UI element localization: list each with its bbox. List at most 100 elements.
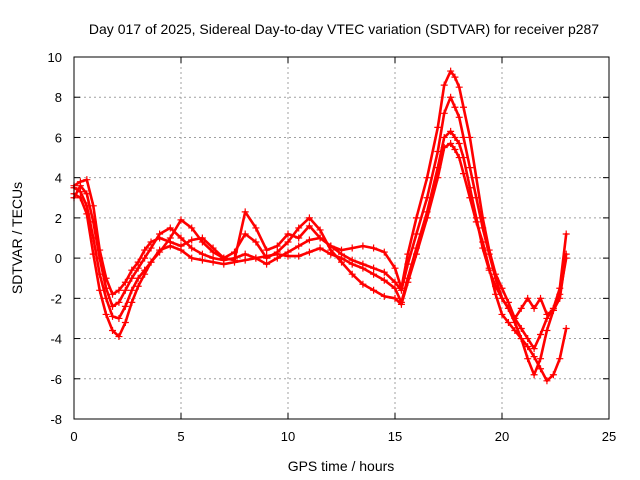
data-point	[121, 318, 129, 326]
data-point	[397, 284, 405, 292]
data-point	[316, 226, 324, 234]
data-point	[498, 294, 506, 302]
data-point	[115, 298, 123, 306]
data-point	[466, 133, 474, 141]
data-point	[96, 246, 104, 254]
data-point	[134, 274, 142, 282]
series-track-4	[70, 67, 570, 322]
series-track-3	[70, 139, 570, 385]
data-point	[543, 310, 551, 318]
data-point	[380, 292, 388, 300]
series-line	[72, 95, 568, 377]
data-point	[147, 238, 155, 246]
data-point	[188, 224, 196, 232]
data-point	[455, 83, 463, 91]
data-point	[359, 242, 367, 250]
data-point	[455, 139, 463, 147]
data-point	[412, 230, 420, 238]
data-point	[177, 234, 185, 242]
x-tick-label: 25	[602, 429, 616, 444]
data-point	[198, 250, 206, 258]
series-line	[72, 69, 568, 320]
data-point	[537, 355, 545, 363]
data-point	[141, 254, 149, 262]
data-point	[252, 254, 260, 262]
data-point	[451, 73, 459, 81]
data-point	[459, 133, 467, 141]
data-point	[380, 248, 388, 256]
data-point	[188, 244, 196, 252]
data-point	[188, 236, 196, 244]
y-tick-label: 4	[55, 171, 62, 186]
data-point	[115, 333, 123, 341]
data-point	[338, 246, 345, 254]
data-point	[109, 290, 117, 298]
data-point	[89, 250, 97, 258]
data-point	[231, 256, 238, 264]
data-point	[549, 306, 557, 314]
data-point	[412, 214, 420, 222]
data-point	[241, 256, 249, 264]
data-point	[134, 264, 142, 272]
data-point	[434, 148, 442, 156]
data-point	[128, 298, 136, 306]
data-point	[498, 284, 506, 292]
data-point	[434, 174, 442, 182]
data-point	[412, 250, 420, 258]
data-point	[109, 312, 117, 320]
data-point	[177, 242, 185, 250]
data-point	[440, 144, 448, 151]
data-point	[284, 248, 292, 256]
data-point	[141, 246, 149, 254]
data-point	[273, 248, 281, 256]
data-point	[556, 294, 564, 302]
data-point	[537, 365, 545, 373]
data-point	[109, 302, 117, 310]
data-point	[492, 290, 500, 298]
data-point	[472, 174, 480, 182]
data-point	[305, 248, 313, 256]
data-point	[511, 314, 519, 322]
data-point	[562, 325, 570, 332]
data-point	[530, 345, 538, 353]
data-point	[83, 176, 91, 184]
data-point	[89, 202, 97, 210]
data-point	[440, 133, 448, 141]
data-point	[102, 310, 110, 318]
y-tick-label: -8	[50, 412, 62, 427]
data-point	[263, 246, 271, 254]
data-point	[498, 310, 506, 318]
data-point	[472, 218, 480, 226]
data-point	[177, 216, 185, 224]
data-point	[83, 210, 91, 218]
x-tick-label: 15	[388, 429, 402, 444]
data-point	[556, 355, 564, 363]
data-point	[209, 244, 217, 252]
data-point	[562, 230, 570, 238]
data-point	[391, 284, 399, 292]
data-point	[423, 214, 431, 222]
data-point	[404, 278, 412, 286]
data-point	[252, 238, 260, 246]
data-point	[134, 282, 142, 290]
data-point	[305, 236, 313, 244]
data-point	[440, 81, 448, 89]
y-tick-label: 10	[48, 50, 62, 65]
data-point	[295, 224, 303, 232]
data-point	[447, 127, 455, 135]
data-point	[370, 244, 378, 252]
data-point	[273, 254, 281, 262]
data-point	[284, 230, 292, 238]
data-point	[455, 113, 463, 121]
plot-frame	[73, 56, 610, 420]
data-point	[479, 214, 487, 222]
data-point	[485, 264, 493, 272]
data-point	[220, 254, 228, 262]
data-point	[485, 246, 493, 254]
data-point	[115, 286, 123, 294]
data-point	[517, 325, 525, 332]
data-point	[147, 258, 155, 266]
y-tick-label: -4	[50, 332, 62, 347]
y-tick-label: 2	[55, 211, 62, 226]
